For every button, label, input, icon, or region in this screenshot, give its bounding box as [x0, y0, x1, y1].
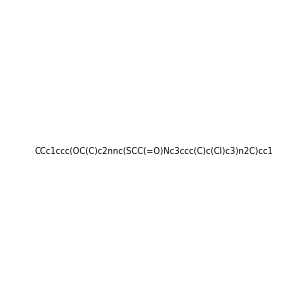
Text: CCc1ccc(OC(C)c2nnc(SCC(=O)Nc3ccc(C)c(Cl)c3)n2C)cc1: CCc1ccc(OC(C)c2nnc(SCC(=O)Nc3ccc(C)c(Cl)… — [34, 147, 273, 156]
